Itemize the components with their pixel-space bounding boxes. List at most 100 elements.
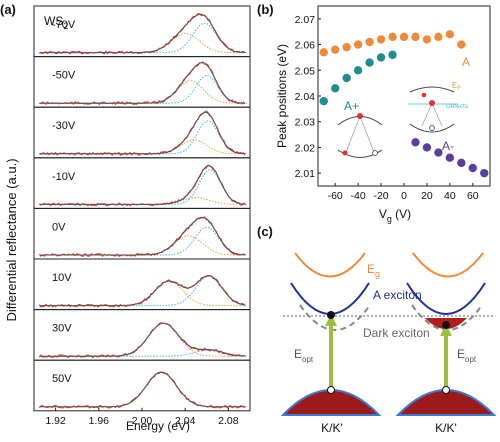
b-x-tick-label: 20 — [421, 190, 433, 202]
right-exciton-band — [406, 282, 486, 315]
fit-component — [39, 120, 247, 155]
spectrum-data — [39, 61, 246, 106]
b-x-tick-label: 60 — [467, 190, 479, 202]
peak-point-A — [376, 35, 386, 44]
x-tick-label: 1.96 — [89, 415, 110, 427]
peak-point-Aminus — [480, 168, 489, 178]
x-tick-label: 2.04 — [175, 415, 196, 427]
right-kk-label: K/K' — [435, 421, 457, 435]
b-y-tick-label: 2.01 — [295, 168, 316, 180]
voltage-label: 10V — [52, 272, 72, 284]
b-y-tick-label: 2.03 — [295, 117, 316, 129]
spectrum-box — [33, 157, 251, 209]
spectrum-data — [38, 216, 246, 258]
spectrum-fit — [39, 111, 246, 155]
eg-label: Eg — [367, 262, 380, 279]
panel-a-ylabel: Differential reflectance (a.u.) — [4, 158, 19, 321]
spectrum-fit — [39, 13, 246, 54]
voltage-label: 0V — [52, 221, 66, 233]
voltage-label: -10V — [52, 171, 76, 183]
dark-exciton-label: Dark exciton — [363, 326, 430, 340]
spectrum-fit — [39, 371, 246, 408]
peak-point-Aplus — [353, 66, 363, 75]
peak-point-A — [353, 40, 363, 49]
peak-point-Aplus — [319, 96, 328, 106]
peak-point-A — [365, 37, 374, 47]
panel-b-plot: -60 -40 -20 0 20 40 60 2.01 2.02 2.03 2.04 2.05 2.06… — [295, 14, 489, 202]
spectrum-box — [33, 56, 251, 108]
fit-component — [39, 139, 247, 155]
right-eopt-label: Eopt — [457, 347, 477, 364]
left-kk-label: K/K' — [321, 421, 343, 435]
panel-b-ylabel: Peak positions (eV) — [275, 44, 289, 148]
right-hole — [442, 386, 450, 394]
b-y-tick-label: 2.04 — [295, 91, 316, 103]
peak-point-Aplus — [365, 58, 374, 67]
x-tick-label: 2.08 — [218, 415, 239, 427]
spectrum-fit — [39, 275, 246, 307]
right-electron — [442, 321, 450, 329]
aplus-inset-schematic — [337, 113, 383, 158]
voltage-label: -30V — [52, 120, 76, 132]
aminus-inset-schematic — [408, 86, 458, 133]
left-electron — [327, 311, 335, 319]
aplus-label: A+ — [344, 99, 359, 113]
peak-point-Aplus — [376, 53, 386, 62]
peak-point-A — [422, 35, 432, 44]
voltage-label: -70V — [52, 19, 76, 31]
peak-point-A — [434, 32, 443, 42]
peak-point-Aplus — [388, 50, 397, 60]
spectrum-box — [33, 5, 251, 58]
b-x-tick-label: 0 — [401, 190, 407, 202]
x-tick-label: 1.92 — [45, 415, 66, 427]
spectrum-fit — [39, 62, 246, 104]
a-exciton-label: A exciton — [373, 288, 422, 302]
peak-point-A — [388, 32, 397, 42]
left-eopt-label: Eopt — [294, 347, 314, 364]
peak-point-A — [399, 32, 409, 42]
peak-point-A — [457, 40, 466, 49]
panel-c-label: (c) — [257, 224, 273, 239]
left-gap-band — [294, 252, 366, 278]
peak-point-A — [331, 45, 340, 54]
peak-point-A — [342, 42, 351, 52]
b-x-tick-label: -20 — [373, 190, 388, 202]
fit-component — [39, 169, 247, 205]
peak-point-Aplus — [331, 84, 340, 93]
fit-component — [39, 22, 247, 54]
spectrum-fit — [39, 322, 246, 357]
panel-a-spectra: -70V -50V -30V -10V 0V 10V 30V 50V 1.92 1.96 2.00 2… — [33, 5, 251, 427]
material-label: WS2 — [44, 14, 68, 31]
panel-a-xlabel: Energy (eV) — [126, 419, 190, 433]
b-y-tick-label: 2.02 — [295, 142, 316, 154]
b-x-tick-label: -60 — [328, 190, 343, 202]
fit-component — [39, 197, 247, 205]
voltage-label: 50V — [52, 373, 72, 385]
left-valence-band — [280, 389, 382, 416]
left-dark-band — [299, 304, 371, 331]
peak-point-Aplus — [342, 73, 351, 83]
peak-point-Aminus — [422, 143, 432, 152]
right-valence-band — [395, 389, 497, 416]
spectrum-box — [33, 106, 251, 159]
left-hole — [327, 386, 335, 394]
peak-point-Aminus — [457, 158, 466, 168]
voltage-label: 30V — [52, 323, 72, 335]
b-y-tick-label: 2.06 — [295, 40, 316, 52]
fit-component — [39, 80, 247, 104]
spectrum-data — [39, 110, 246, 156]
b-x-tick-label: -40 — [351, 190, 366, 202]
ef-label: EF — [452, 81, 461, 92]
voltage-label: -50V — [52, 70, 76, 82]
peak-point-Aminus — [468, 163, 477, 173]
spectrum-box — [33, 309, 251, 361]
peak-point-Aminus — [445, 153, 455, 162]
peak-point-Aminus — [434, 148, 443, 157]
b-y-tick-label: 2.07 — [295, 14, 316, 26]
spectrum-fit — [39, 216, 246, 256]
peak-point-Aminus — [411, 138, 420, 147]
panel-a-label: (a) — [0, 2, 16, 17]
panel-b-label: (b) — [257, 2, 274, 17]
fit-component — [39, 235, 247, 256]
